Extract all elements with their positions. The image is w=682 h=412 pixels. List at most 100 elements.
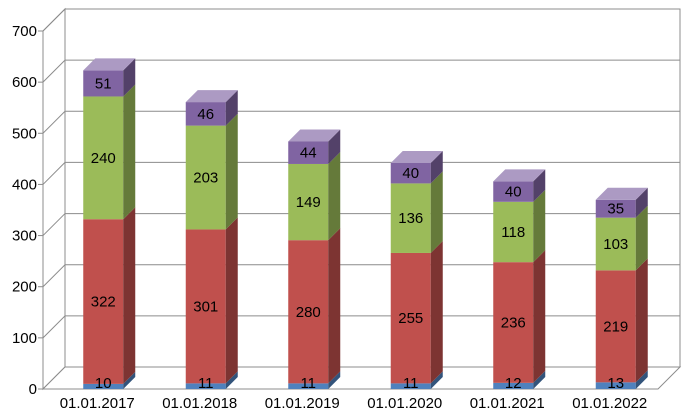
data-label: 136 — [398, 210, 423, 227]
bar-front — [185, 383, 226, 389]
bar-top — [83, 58, 136, 71]
bar-segment — [493, 169, 546, 202]
bar-side — [635, 370, 648, 389]
data-label: 149 — [296, 194, 321, 211]
bar-front — [288, 240, 329, 384]
bar-top — [493, 169, 546, 182]
bar-front — [595, 217, 636, 271]
bar-segment — [493, 189, 546, 263]
bar-front — [390, 162, 431, 184]
bar-segment — [595, 370, 648, 389]
gridline — [42, 161, 680, 185]
data-label: 11 — [403, 375, 419, 392]
bar-side — [225, 113, 238, 230]
gridline — [42, 110, 680, 134]
bar-segment — [288, 371, 341, 389]
bar-front — [493, 262, 534, 383]
bar-segment — [83, 84, 136, 220]
data-label: 35 — [607, 201, 624, 218]
chart-floor — [41, 366, 682, 390]
data-label: 12 — [505, 375, 522, 392]
data-label: 44 — [300, 145, 317, 162]
data-label: 103 — [603, 236, 628, 253]
x-tick-label: 01.01.2018 — [162, 395, 237, 412]
bar-segment — [493, 370, 546, 389]
side-wall — [42, 7, 66, 391]
bar-side — [123, 371, 136, 389]
bar-front — [390, 383, 431, 389]
bar-top — [390, 150, 443, 163]
bar-segment — [390, 240, 443, 384]
chart-walls — [42, 7, 681, 391]
bar-top — [595, 187, 648, 200]
bar-side — [225, 217, 238, 384]
y-tick-label: 100 — [12, 330, 37, 347]
y-tick-label: 0 — [29, 381, 37, 398]
bar-segment — [595, 258, 648, 383]
bar-side — [430, 171, 443, 253]
gridline — [42, 8, 680, 32]
data-label: 219 — [603, 318, 628, 335]
data-label: 40 — [402, 165, 419, 182]
bar-front — [83, 383, 124, 389]
data-labels: 10 322 240 51 11 301 203 46 11 280 149 44 11 255 136 40… — [91, 75, 629, 392]
y-tick-label: 300 — [12, 228, 37, 245]
bar-segment — [288, 129, 341, 164]
bar-front — [288, 163, 329, 241]
bar-front — [595, 382, 636, 389]
bar-front — [83, 70, 124, 97]
bar-side — [635, 258, 648, 383]
bar-side — [533, 370, 546, 389]
y-tick-label: 600 — [12, 74, 37, 91]
bar-segment — [390, 150, 443, 184]
y-axis-ticks: 0 100 200 300 400 500 600 700 — [12, 23, 37, 398]
bar-side — [225, 371, 238, 389]
data-label: 322 — [91, 294, 116, 311]
data-label: 10 — [95, 375, 112, 392]
bar-segment — [185, 113, 238, 230]
bar-top — [185, 90, 238, 103]
bar-front — [288, 383, 329, 389]
bar-side — [533, 169, 546, 202]
bar-front — [493, 382, 534, 389]
data-label: 40 — [505, 184, 522, 201]
gridline — [42, 264, 680, 288]
bar-side — [123, 84, 136, 220]
bar-segment — [288, 228, 341, 384]
x-tick-label: 01.01.2017 — [60, 395, 135, 412]
bar-front — [83, 219, 124, 384]
bar-segment — [390, 171, 443, 253]
x-tick-label: 01.01.2021 — [470, 395, 545, 412]
x-tick-label: 01.01.2020 — [367, 395, 442, 412]
data-label: 46 — [197, 106, 214, 123]
bar-front — [390, 183, 431, 253]
bar-side — [328, 151, 341, 241]
back-wall — [64, 8, 681, 368]
bar-front — [493, 181, 534, 202]
bar-segment — [185, 217, 238, 384]
bar-front — [595, 199, 636, 218]
data-label: 11 — [198, 375, 214, 392]
gridlines — [38, 8, 680, 390]
y-tick-label: 500 — [12, 125, 37, 142]
bar-front — [493, 201, 534, 263]
bar-side — [225, 90, 238, 126]
bar-segment — [493, 250, 546, 383]
bar-front — [390, 252, 431, 384]
bar-side — [123, 58, 136, 97]
bar-front — [185, 125, 226, 230]
bar-front — [595, 270, 636, 383]
bar-side — [328, 371, 341, 389]
bar-side — [328, 129, 341, 164]
gridline — [42, 59, 680, 83]
bar-segment — [83, 371, 136, 389]
data-label: 203 — [193, 170, 218, 187]
data-label: 13 — [607, 375, 624, 392]
data-label: 11 — [300, 375, 316, 392]
data-label: 280 — [296, 304, 321, 321]
bar-segment — [390, 371, 443, 389]
gridline — [42, 315, 680, 339]
bar-segment — [185, 90, 238, 126]
bar-side — [533, 189, 546, 263]
